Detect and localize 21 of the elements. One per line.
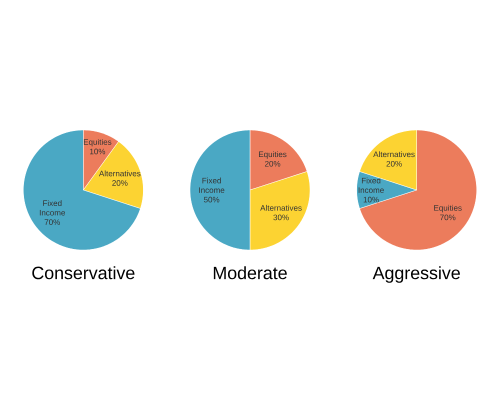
slice-label: Equities <box>434 204 462 212</box>
slice-label: Alternatives <box>98 170 140 176</box>
text: Aggressive <box>372 266 460 283</box>
slice-label: Fixed Income <box>358 178 384 193</box>
slice-label: Fixed Income <box>199 178 224 193</box>
slice-label: Alternatives <box>260 204 302 211</box>
slice-label: Equities <box>259 151 287 159</box>
text: Moderate <box>214 266 287 280</box>
slice-label: Alternatives <box>373 151 415 158</box>
data-label: 30% <box>273 214 289 220</box>
slice-label: Equities <box>84 138 112 146</box>
data-label: 10% <box>90 148 106 154</box>
data-label: 10% <box>364 196 379 202</box>
data-label: 20% <box>264 160 280 167</box>
text: Conservative <box>32 266 134 280</box>
data-label: 20% <box>386 160 402 167</box>
data-label: 70% <box>440 214 456 220</box>
data-label: 20% <box>112 180 128 186</box>
data-label: 70% <box>44 219 60 226</box>
slice-label: Fixed Income <box>40 200 66 216</box>
data-label: 50% <box>204 196 220 202</box>
